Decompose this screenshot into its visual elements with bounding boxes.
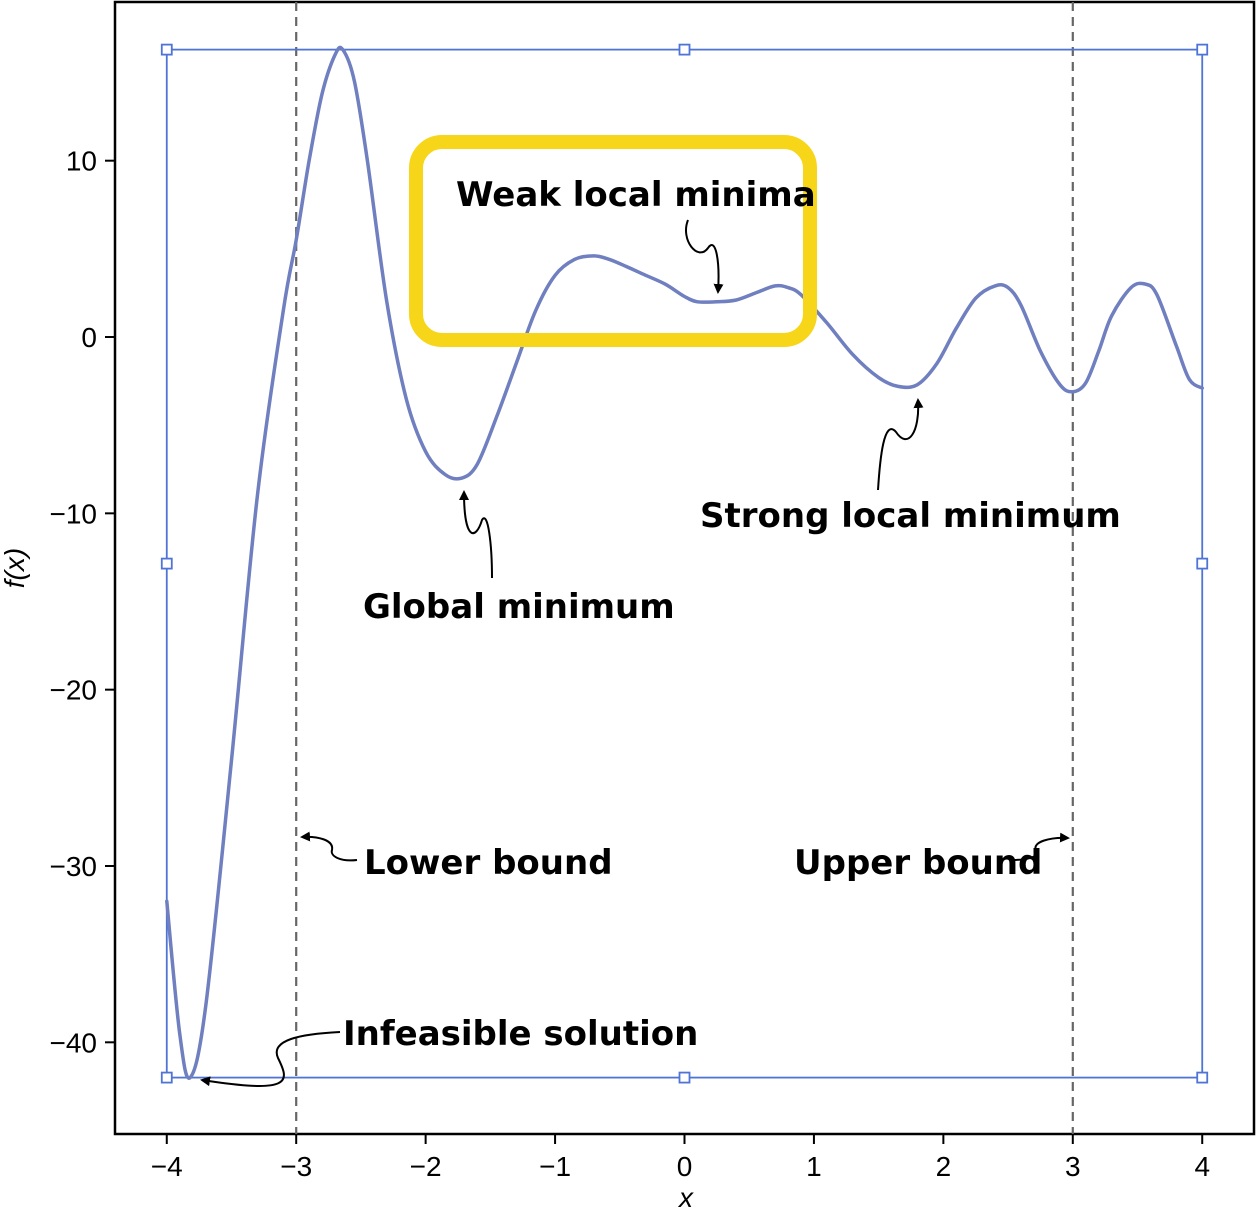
- annotation-lower-bound: Lower bound: [364, 843, 613, 883]
- x-tick-label: 2: [936, 1151, 952, 1182]
- x-tick-label: −2: [410, 1151, 442, 1182]
- infeasible-arrow: [200, 1031, 341, 1087]
- y-tick-label: 10: [66, 146, 97, 177]
- y-axis: −40 −30 −20 −10 0 10: [50, 146, 115, 1058]
- x-axis-title: x: [677, 1182, 694, 1211]
- y-tick-label: −40: [50, 1027, 98, 1058]
- upper-bound-arrow: [1011, 832, 1070, 861]
- bound-lines: [295, 2, 1074, 1134]
- global-minimum-arrow: [459, 490, 493, 579]
- box-handle: [678, 1071, 691, 1084]
- x-tick-label: 1: [806, 1151, 822, 1182]
- box-handle: [160, 43, 173, 56]
- annotation-strong-local-minimum: Strong local minimum: [700, 496, 1121, 536]
- x-tick-label: 0: [677, 1151, 693, 1182]
- box-handle: [160, 1071, 173, 1084]
- function-curve: [165, 45, 1204, 1080]
- strong-minimum-arrow: [877, 398, 924, 491]
- x-tick-label: 3: [1065, 1151, 1081, 1182]
- x-tick-label: 4: [1194, 1151, 1210, 1182]
- annotation-upper-bound: Upper bound: [794, 843, 1042, 883]
- y-axis-title: f(x): [0, 548, 30, 588]
- x-tick-label: −3: [280, 1151, 312, 1182]
- box-handle: [1196, 557, 1209, 570]
- annotation-weak-local-minima: Weak local minima: [456, 175, 816, 215]
- box-handle: [1196, 43, 1209, 56]
- annotation-infeasible-solution: Infeasible solution: [343, 1014, 698, 1054]
- box-handle: [160, 557, 173, 570]
- lower-bound-arrow: [300, 831, 358, 862]
- plot-frame: [113, 0, 1256, 1136]
- weak-minima-arrow: [685, 219, 724, 294]
- x-tick-label: −1: [539, 1151, 571, 1182]
- x-axis: −4 −3 −2 −1 0 1 2 3 4: [151, 1134, 1210, 1182]
- annotation-global-minimum: Global minimum: [363, 587, 675, 627]
- box-handle: [678, 43, 691, 56]
- box-handle: [1196, 1071, 1209, 1084]
- search-space-box: [160, 43, 1209, 1084]
- y-tick-label: −20: [50, 675, 98, 706]
- y-tick-label: −30: [50, 851, 98, 882]
- y-tick-label: −10: [50, 498, 98, 529]
- weak-minima-highlight: [409, 135, 817, 347]
- y-tick-label: 0: [81, 322, 97, 353]
- x-tick-label: −4: [151, 1151, 183, 1182]
